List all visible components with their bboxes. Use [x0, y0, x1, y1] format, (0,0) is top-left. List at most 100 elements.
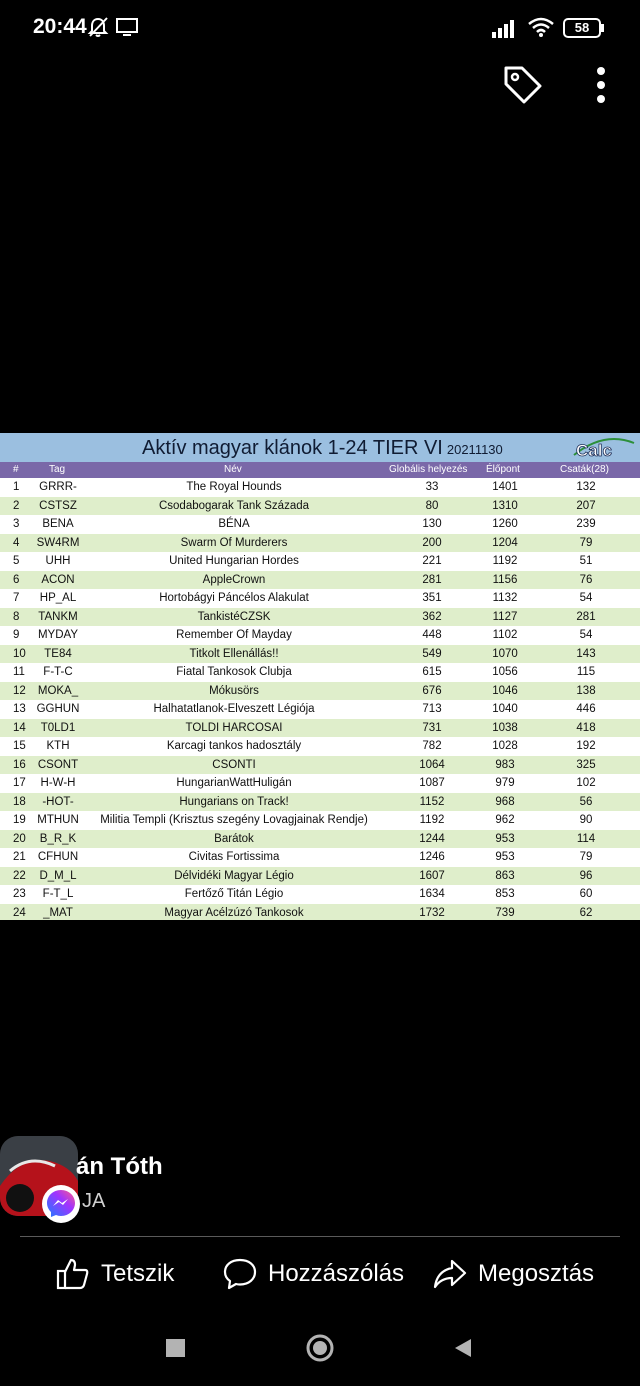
battles-count-text: 79 — [579, 536, 593, 549]
row-number: 22 — [13, 867, 26, 886]
row-number-text: 12 — [13, 684, 26, 697]
clan-tag-text: HP_AL — [39, 592, 77, 604]
rating-points-text: 1132 — [492, 592, 518, 604]
rating-points-text: 863 — [495, 869, 515, 882]
messenger-icon — [47, 1190, 75, 1217]
row-number-text: 6 — [13, 573, 20, 586]
row-number: 24 — [13, 904, 26, 921]
share-label: Megosztás — [478, 1260, 595, 1287]
global-rank-text: 1192 — [419, 814, 445, 826]
row-number-text: 10 — [13, 647, 26, 660]
battles-count-text: 62 — [579, 906, 593, 919]
rating-points-text: 968 — [495, 795, 515, 808]
table-row: 9 MYDAY Remember Of Mayday 448 1102 54 — [0, 626, 640, 645]
screen-cast-icon — [116, 18, 138, 36]
table-row: 20 B_R_K Barátok 1244 953 114 — [0, 829, 640, 848]
back-button[interactable] — [452, 1337, 474, 1359]
col-header-battles: Csaták(28) — [560, 464, 609, 475]
rating-points-text: 1038 — [492, 721, 518, 734]
clan-tag-text: CSONT — [37, 758, 79, 771]
battles-count-text: 114 — [576, 832, 596, 845]
global-rank-text: 281 — [422, 573, 442, 586]
table-row: 12 MOKA_ Mókusörs 676 1046 138 — [0, 681, 640, 700]
status-time: 20:44 — [33, 15, 87, 38]
battles-count-text: 54 — [579, 592, 593, 604]
clan-tag-text: TE84 — [44, 647, 72, 660]
battles-count-text: 325 — [576, 758, 596, 771]
clan-tag-text: T0LD1 — [40, 721, 76, 734]
battles-count-text: 446 — [576, 703, 596, 715]
row-number: 8 — [13, 608, 19, 627]
global-rank-text: 1634 — [419, 888, 445, 900]
table-date: 20211130 — [446, 442, 503, 457]
table-row: 8 TANKM TankistéCZSK 362 1127 281 — [0, 607, 640, 627]
clan-name-text: BÉNA — [218, 518, 250, 530]
home-button[interactable] — [305, 1333, 335, 1363]
clan-name-text: Magyar Acélzúzó Tankosok — [164, 906, 304, 919]
row-number: 21 — [13, 848, 26, 867]
clan-tag-text: TANKM — [38, 610, 78, 623]
clan-name-text: Hortobágyi Páncélos Alakulat — [159, 592, 309, 604]
col-header-num: # — [13, 464, 19, 475]
table-row: 6 ACON AppleCrown 281 1156 76 — [0, 570, 640, 589]
messenger-badge — [42, 1185, 80, 1223]
clan-name-text: Fiatal Tankosok Clubja — [176, 666, 292, 678]
clan-name-text: Halhatatlanok-Elveszett Légiója — [153, 703, 315, 715]
row-number-text: 24 — [13, 906, 26, 919]
more-options-icon[interactable] — [588, 64, 614, 106]
tag-icon[interactable] — [500, 62, 546, 108]
table-row: 3 BENA BÉNA 130 1260 239 — [0, 515, 640, 534]
battles-count-text: 79 — [579, 851, 593, 863]
clan-name-text: Mókusörs — [209, 684, 259, 697]
comment-button[interactable]: Hozzászólás — [222, 1253, 404, 1295]
row-number: 15 — [13, 737, 26, 756]
status-bar: 20:44 58 — [0, 0, 640, 58]
author-name[interactable]: án Tóth — [76, 1153, 163, 1180]
clan-tag-text: B_R_K — [39, 832, 77, 845]
global-rank-text: 1244 — [419, 832, 445, 845]
clan-tag-text: ACON — [41, 573, 75, 586]
recent-apps-button[interactable] — [166, 1339, 185, 1357]
row-number: 13 — [13, 700, 26, 719]
svg-text:Calc: Calc — [576, 441, 612, 459]
table-header: # Tag Név Globális helyezés Élőpont Csat… — [0, 462, 640, 478]
row-number-text: 4 — [13, 536, 20, 549]
table-row: 11 F-T-C Fiatal Tankosok Clubja 615 1056 115 — [0, 663, 640, 682]
table-row: 5 UHH United Hungarian Hordes 221 1192 51 — [0, 552, 640, 571]
clan-tag-text: F-T-C — [43, 666, 73, 678]
author-subtitle: JA — [82, 1190, 106, 1212]
row-number-text: 18 — [13, 795, 26, 808]
row-number: 23 — [13, 885, 26, 904]
rating-points-text: 1156 — [492, 573, 518, 586]
global-rank-text: 448 — [422, 629, 442, 641]
post-photo[interactable]: Aktív magyar klánok 1-24 TIER VI 20211130… — [0, 433, 640, 920]
clan-name-text: AppleCrown — [202, 573, 266, 586]
clan-tag-text: SW4RM — [36, 536, 80, 549]
clan-name-text: Barátok — [214, 832, 254, 845]
row-number-text: 20 — [13, 832, 26, 845]
battles-count-text: 90 — [579, 814, 593, 826]
clan-name-text: Csodabogarak Tank Százada — [158, 499, 310, 512]
row-number-text: 17 — [13, 777, 26, 789]
row-number-text: 8 — [13, 610, 20, 623]
row-number-text: 3 — [13, 518, 20, 530]
global-rank-text: 1087 — [419, 777, 445, 789]
rating-points-text: 1260 — [492, 518, 518, 530]
clan-name-text: Militia Templi (Krisztus szegény Lovagja… — [100, 814, 368, 826]
rating-points-text: 739 — [495, 906, 515, 919]
like-button[interactable]: Tetszik — [55, 1253, 174, 1295]
clan-tag-text: F-T_L — [42, 888, 74, 900]
clan-tag-text: -HOT- — [42, 795, 74, 808]
signal-icon — [492, 20, 514, 38]
table-row: 1 GRRR- The Royal Hounds 33 1401 132 — [0, 478, 640, 497]
global-rank-text: 1607 — [419, 869, 445, 882]
row-number: 19 — [13, 811, 26, 830]
global-rank-text: 1064 — [419, 758, 445, 771]
table-row: 2 CSTSZ Csodabogarak Tank Százada 80 1310 207 — [0, 496, 640, 515]
row-number-text: 19 — [13, 814, 26, 826]
share-button[interactable]: Megosztás — [432, 1253, 594, 1295]
rating-points-text: 1204 — [492, 536, 518, 549]
table-row: 19 MTHUN Militia Templi (Krisztus szegény … — [0, 811, 640, 830]
global-rank-text: 731 — [422, 721, 442, 734]
row-number-text: 15 — [13, 740, 26, 752]
